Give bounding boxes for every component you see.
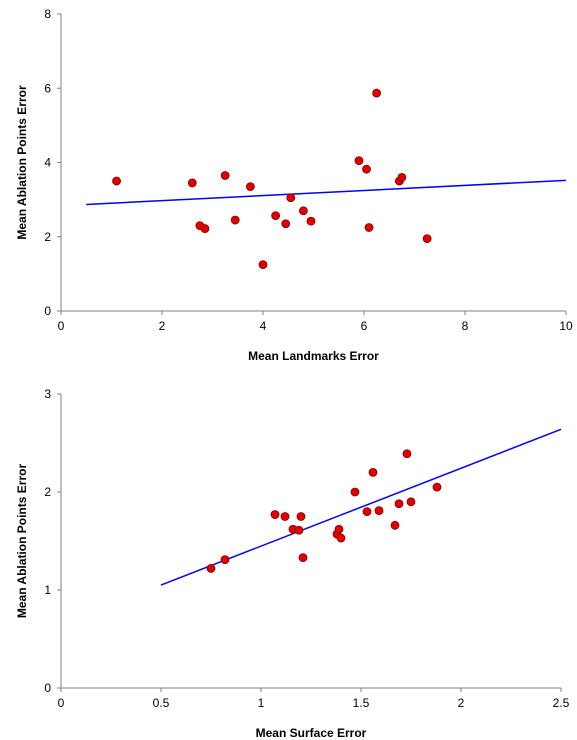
data-point (354, 156, 364, 166)
data-point (406, 497, 416, 507)
data-point (220, 171, 230, 180)
y-tick-label: 0 (44, 681, 51, 695)
data-point (362, 164, 371, 174)
data-point (394, 499, 404, 509)
x-tick-label: 1.5 (353, 696, 370, 710)
x-tick-label: 6 (361, 319, 368, 333)
y-axis-title: Mean Ablation Points Error (15, 464, 29, 619)
x-tick-label: 8 (462, 319, 469, 333)
data-point (372, 88, 382, 98)
data-point (206, 564, 216, 573)
data-point (270, 510, 280, 519)
data-point (368, 467, 378, 477)
data-point (298, 553, 308, 563)
y-tick-label: 2 (44, 485, 51, 499)
data-point (374, 506, 384, 516)
y-tick-label: 0 (44, 304, 51, 318)
x-tick-label: 4 (260, 319, 267, 333)
y-tick-label: 8 (44, 7, 51, 21)
data-point (230, 215, 240, 225)
data-point (220, 555, 230, 565)
data-point (294, 525, 304, 535)
data-point (364, 223, 374, 232)
data-point (258, 260, 268, 269)
x-tick-label: 10 (559, 319, 573, 333)
y-tick-label: 4 (44, 156, 51, 170)
chart-2: 0 0.5 1 1.5 2 2.5 0 1 2 3 Mean Surface Error Mean A… (15, 387, 570, 740)
data-point (281, 219, 291, 229)
x-tick-label: 1 (258, 696, 265, 710)
x-tick-label: 2.5 (553, 696, 570, 710)
x-axis-title: Mean Surface Error (256, 726, 367, 740)
data-point (112, 176, 121, 186)
x-tick-label: 2 (159, 319, 166, 333)
data-point (402, 449, 412, 459)
data-point (296, 512, 306, 521)
data-point (298, 206, 308, 216)
data-point (271, 211, 281, 220)
x-tick-label: 2 (458, 696, 465, 710)
data-point (280, 512, 290, 521)
y-tick-label: 6 (44, 81, 51, 95)
data-point (200, 224, 210, 233)
y-tick-label: 3 (44, 387, 51, 401)
data-point (432, 482, 442, 492)
x-axis-title: Mean Landmarks Error (248, 349, 379, 363)
data-point (245, 182, 255, 192)
y-axis-title: Mean Ablation Points Error (15, 85, 29, 240)
data-point (187, 178, 197, 188)
x-tick-label: 0 (58, 319, 65, 333)
data-point (397, 172, 407, 182)
data-point (350, 487, 360, 497)
data-point (422, 234, 432, 244)
data-point (336, 533, 346, 543)
data-point (286, 193, 296, 203)
data-point (334, 524, 344, 534)
data-point (362, 507, 372, 517)
x-tick-label: 0 (58, 696, 65, 710)
data-point (390, 520, 400, 530)
data-point (306, 216, 316, 226)
chart-1: 0 2 4 6 8 10 0 2 4 6 8 Mean Landmarks Error Mean Abl… (15, 7, 573, 363)
y-tick-label: 1 (44, 583, 51, 597)
trendline (160, 428, 562, 586)
trendline (86, 179, 567, 206)
x-tick-label: 0.5 (153, 696, 170, 710)
y-tick-label: 2 (44, 230, 51, 244)
